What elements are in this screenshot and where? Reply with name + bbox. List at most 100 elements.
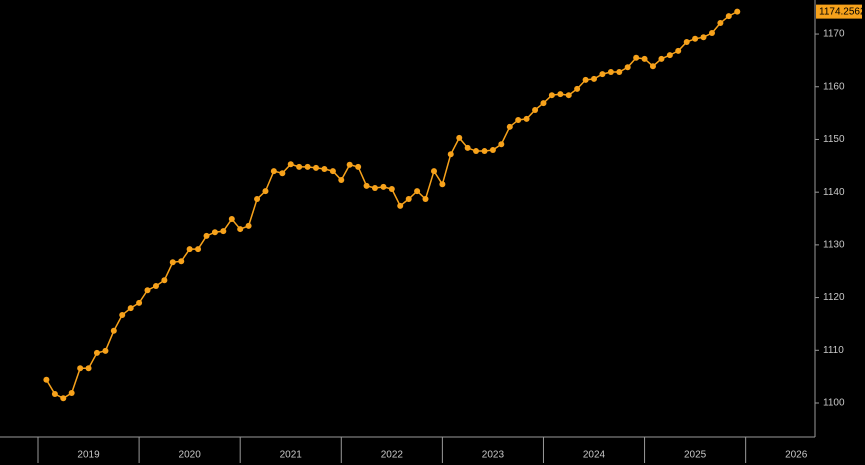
point xyxy=(371,184,378,191)
x-tick-label: 2020 xyxy=(179,450,202,461)
point xyxy=(447,151,454,158)
x-tick-label: 2021 xyxy=(280,450,303,461)
point xyxy=(85,365,92,372)
point xyxy=(254,196,261,203)
point xyxy=(186,246,193,253)
point xyxy=(152,282,159,289)
point xyxy=(60,395,67,402)
point xyxy=(439,181,446,188)
y-tick-label: 1130 xyxy=(823,240,845,251)
point xyxy=(708,29,715,36)
point xyxy=(633,54,640,61)
point xyxy=(430,168,437,175)
point xyxy=(557,91,564,98)
point xyxy=(658,55,665,62)
point xyxy=(489,147,496,154)
point xyxy=(397,202,404,209)
point xyxy=(77,365,84,372)
point xyxy=(68,389,75,396)
y-tick-label: 1170 xyxy=(823,29,845,40)
point xyxy=(414,188,421,195)
point xyxy=(119,311,126,318)
point xyxy=(599,71,606,78)
point xyxy=(548,92,555,99)
point xyxy=(363,182,370,189)
x-tick-label: 2019 xyxy=(77,450,100,461)
point xyxy=(582,76,589,83)
point xyxy=(279,170,286,177)
point xyxy=(616,68,623,75)
point xyxy=(591,75,598,82)
point xyxy=(211,229,218,236)
point xyxy=(136,299,143,306)
point xyxy=(666,52,673,59)
point xyxy=(607,68,614,75)
point xyxy=(178,258,185,265)
point xyxy=(144,287,151,294)
x-tick-label: 2025 xyxy=(684,450,707,461)
point xyxy=(102,347,109,354)
point xyxy=(540,100,547,107)
point xyxy=(287,161,294,168)
point xyxy=(195,246,202,253)
point xyxy=(329,168,336,175)
x-tick-label: 2026 xyxy=(785,450,808,461)
point xyxy=(169,259,176,266)
point xyxy=(110,327,117,334)
point xyxy=(641,55,648,62)
point xyxy=(304,163,311,170)
point xyxy=(93,349,100,356)
point xyxy=(270,168,277,175)
point xyxy=(717,19,724,26)
point xyxy=(51,391,58,398)
point xyxy=(532,106,539,113)
point xyxy=(355,163,362,170)
y-tick-label: 1100 xyxy=(823,398,845,409)
point xyxy=(220,228,227,235)
y-tick-label: 1150 xyxy=(823,134,845,145)
point xyxy=(422,196,429,203)
point xyxy=(473,148,480,155)
y-tick-label: 1120 xyxy=(823,292,845,303)
point xyxy=(523,115,530,122)
point xyxy=(574,85,581,92)
point xyxy=(346,161,353,168)
x-tick-label: 2023 xyxy=(482,450,505,461)
point xyxy=(380,183,387,190)
point xyxy=(262,188,269,195)
point xyxy=(127,305,134,312)
point xyxy=(237,226,244,233)
x-tick-label: 2024 xyxy=(583,450,606,461)
point xyxy=(506,123,513,130)
point xyxy=(481,148,488,155)
y-tick-label: 1140 xyxy=(823,187,845,198)
point xyxy=(203,232,210,239)
point xyxy=(675,47,682,54)
point xyxy=(683,38,690,45)
point xyxy=(228,216,235,223)
point xyxy=(498,141,505,148)
last-value-label: 1174.2562 xyxy=(819,6,865,17)
point xyxy=(388,186,395,193)
point xyxy=(245,222,252,229)
point xyxy=(565,92,572,99)
point xyxy=(515,116,522,123)
last-value-tag xyxy=(816,4,862,19)
point xyxy=(321,165,328,172)
y-tick-label: 1110 xyxy=(823,345,844,356)
point xyxy=(313,164,320,171)
point xyxy=(161,277,168,284)
y-tick-label: 1160 xyxy=(823,81,845,92)
point xyxy=(338,177,345,184)
point xyxy=(43,376,50,383)
point xyxy=(700,34,707,41)
point xyxy=(405,196,412,203)
point xyxy=(464,144,471,151)
x-tick-label: 2022 xyxy=(381,450,404,461)
point xyxy=(456,134,463,141)
point xyxy=(734,8,741,15)
point xyxy=(649,63,656,70)
point xyxy=(692,35,699,42)
